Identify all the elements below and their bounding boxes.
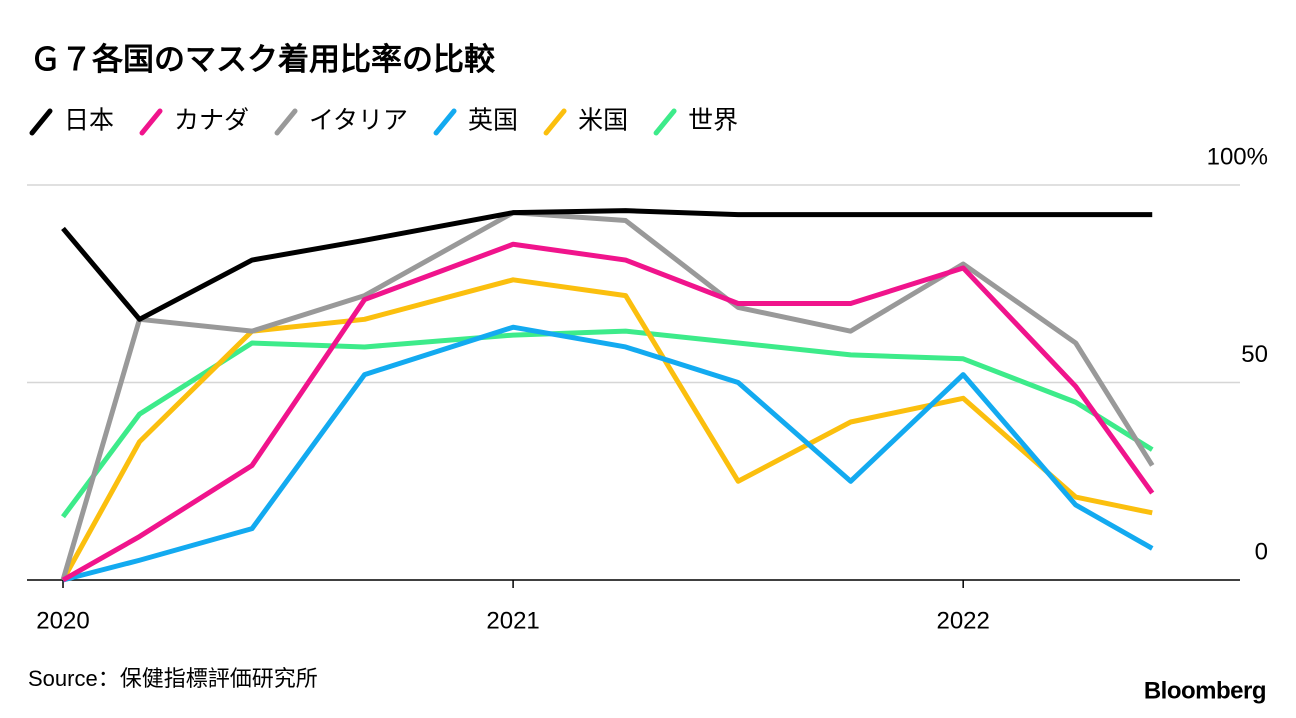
brand-logo: Bloomberg <box>1144 677 1266 704</box>
chart-title: Ｇ７各国のマスク着用比率の比較 <box>30 42 496 77</box>
series-line <box>60 277 1153 582</box>
legend-label: 世界 <box>688 107 738 135</box>
x-tick-label: 2021 <box>486 607 539 634</box>
series-line <box>62 324 1154 583</box>
series-line <box>61 208 1153 322</box>
legend-label: 英国 <box>468 107 518 135</box>
legend-label: イタリア <box>309 107 408 135</box>
series-line <box>60 210 1155 581</box>
legend-label: 米国 <box>578 107 628 135</box>
y-tick-label: 0 <box>1255 538 1268 565</box>
legend-swatch <box>29 108 53 136</box>
x-tick-label: 2020 <box>36 607 89 634</box>
legend-label: カナダ <box>174 107 249 135</box>
y-tick-label: 100% <box>1207 143 1268 170</box>
legend-swatch <box>543 108 567 136</box>
legend-label: 日本 <box>64 107 114 135</box>
y-tick-label: 50 <box>1241 341 1268 368</box>
legend-swatch <box>139 108 163 136</box>
source: Source：保健指標評価研究所 <box>28 666 318 691</box>
series-line <box>61 241 1155 583</box>
legend-swatch <box>653 108 677 136</box>
legend-swatch <box>433 108 457 136</box>
legend-swatch <box>274 108 298 136</box>
x-tick-label: 2022 <box>936 607 989 634</box>
